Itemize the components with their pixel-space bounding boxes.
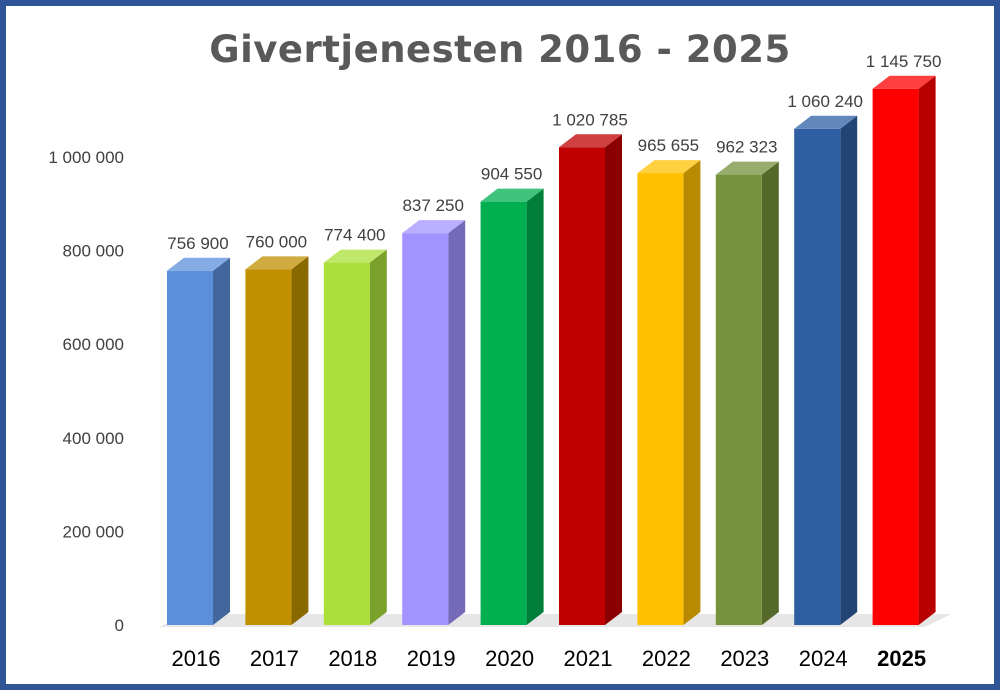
bar-side xyxy=(369,249,387,625)
bar-top xyxy=(637,160,701,174)
y-tick-label: 0 xyxy=(115,616,124,635)
data-label: 756 900 xyxy=(167,234,228,253)
x-tick-label: 2025 xyxy=(877,646,926,671)
bar-top xyxy=(715,161,779,175)
bar xyxy=(167,270,213,625)
bar-top xyxy=(323,249,387,263)
data-label: 1 060 240 xyxy=(787,92,863,111)
bar xyxy=(559,147,605,625)
data-label: 774 400 xyxy=(324,226,385,245)
y-tick-label: 1 000 000 xyxy=(48,148,124,167)
bar-top xyxy=(480,188,544,202)
x-tick-label: 2022 xyxy=(642,646,691,671)
x-tick-label: 2021 xyxy=(564,646,613,671)
y-tick-label: 200 000 xyxy=(63,522,124,541)
data-label: 837 250 xyxy=(402,196,463,215)
x-tick-label: 2016 xyxy=(172,646,221,671)
bar-side xyxy=(605,134,622,625)
data-label: 1 145 750 xyxy=(866,52,942,71)
y-tick-label: 400 000 xyxy=(63,429,124,448)
bar xyxy=(637,173,684,625)
bar xyxy=(715,174,762,625)
bar xyxy=(872,88,919,625)
data-label: 904 550 xyxy=(481,165,542,184)
data-label: 1 020 785 xyxy=(552,110,628,129)
bar xyxy=(245,269,292,625)
data-label: 962 323 xyxy=(716,138,777,157)
data-label: 965 655 xyxy=(638,136,699,155)
bar xyxy=(323,262,370,625)
y-tick-label: 800 000 xyxy=(63,242,124,261)
data-label: 760 000 xyxy=(246,232,307,251)
bar-top xyxy=(167,257,230,271)
bar-side xyxy=(291,256,309,625)
chart-title: Givertjenesten 2016 - 2025 xyxy=(209,28,791,71)
bar-side xyxy=(761,161,779,625)
y-tick-label: 600 000 xyxy=(63,335,124,354)
bar-side xyxy=(213,257,230,625)
x-tick-label: 2018 xyxy=(328,646,377,671)
bar-top xyxy=(245,256,309,270)
x-tick-label: 2020 xyxy=(485,646,534,671)
bar-side xyxy=(840,115,858,625)
bar-top xyxy=(872,75,936,89)
x-tick-label: 2019 xyxy=(407,646,456,671)
bar xyxy=(402,233,449,626)
bar xyxy=(480,201,527,625)
bar-side xyxy=(526,188,544,625)
bar-side xyxy=(683,160,701,625)
bar-top xyxy=(559,134,622,148)
bar xyxy=(794,128,841,625)
bar-top xyxy=(794,115,858,129)
bar-side xyxy=(448,220,466,626)
x-tick-label: 2024 xyxy=(799,646,848,671)
bar-side xyxy=(918,75,936,625)
bar-top xyxy=(402,220,466,234)
x-tick-label: 2023 xyxy=(720,646,769,671)
x-tick-label: 2017 xyxy=(250,646,299,671)
